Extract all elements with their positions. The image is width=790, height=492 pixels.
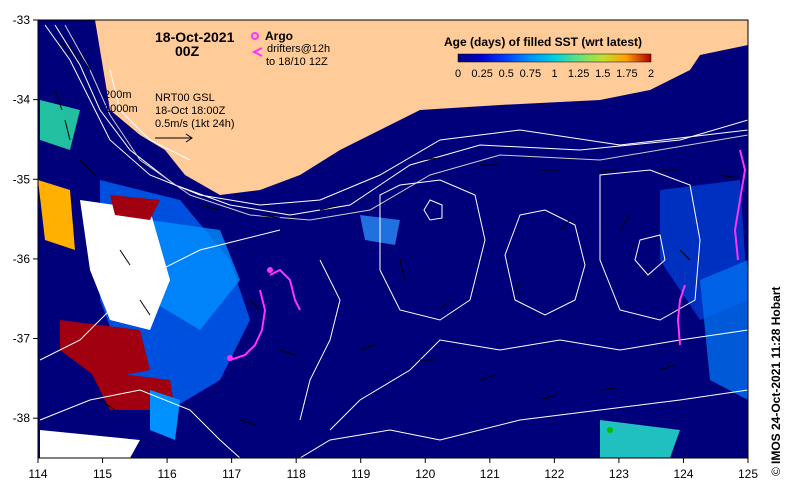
drifter-legend-icon bbox=[251, 47, 263, 57]
x-tick-label: 117 bbox=[222, 467, 241, 481]
colorbar-tick-label: 0.25 bbox=[471, 68, 492, 80]
x-tick-label: 118 bbox=[287, 467, 306, 481]
y-tick-label: -37 bbox=[13, 332, 31, 346]
product-time-label: 18-Oct 18:00Z bbox=[155, 105, 226, 117]
scale-label: 0.5m/s (1kt 24h) bbox=[155, 118, 234, 130]
y-axis: -33 -34 -35 -36 -37 -38 bbox=[13, 13, 38, 425]
argo-float-marker bbox=[607, 427, 613, 433]
x-tick-label: 125 bbox=[738, 467, 758, 481]
land-australia bbox=[95, 20, 748, 195]
ssh-contours bbox=[39, 69, 748, 458]
x-tick-label: 124 bbox=[673, 467, 693, 481]
colorbar-tick-label: 1.75 bbox=[616, 68, 637, 80]
x-tick-label: 121 bbox=[480, 467, 500, 481]
velocity-arrows bbox=[54, 39, 739, 426]
colorbar-tick-label: 1.5 bbox=[595, 68, 610, 80]
x-tick-label: 119 bbox=[351, 467, 370, 481]
x-tick-label: 123 bbox=[609, 467, 629, 481]
sst-age-patches bbox=[38, 100, 748, 458]
colorbar-ticks: 0 0.25 0.5 0.75 1 1.25 1.5 1.75 2 bbox=[455, 68, 654, 80]
plot-frame bbox=[37, 19, 749, 459]
drifter-legend-label: drifters@12h bbox=[267, 43, 330, 55]
colorbar bbox=[457, 53, 652, 63]
x-axis: 114 115 116 117 118 119 120 121 122 123 124 125 bbox=[28, 458, 758, 481]
scale-arrow-icon bbox=[155, 133, 193, 143]
x-tick-label: 122 bbox=[544, 467, 564, 481]
argo-float-marker bbox=[227, 355, 233, 361]
copyright-icon: © bbox=[769, 467, 783, 476]
colorbar-tick-label: 0 bbox=[455, 68, 461, 80]
credit-text: IMOS 24-Oct-2021 11:28 Hobart bbox=[769, 287, 783, 464]
x-tick-label: 115 bbox=[93, 467, 112, 481]
y-tick-label: -33 bbox=[13, 13, 31, 27]
isobath-200m-label: 200m bbox=[104, 89, 132, 101]
product-label: NRT00 GSL bbox=[155, 92, 215, 104]
argo-float-marker bbox=[267, 267, 273, 273]
hour-title: 00Z bbox=[175, 43, 200, 59]
y-tick-label: -34 bbox=[13, 93, 31, 107]
y-tick-label: -35 bbox=[13, 172, 31, 186]
colorbar-tick-label: 1.25 bbox=[568, 68, 589, 80]
drifter-legend-time: to 18/10 12Z bbox=[266, 56, 328, 68]
colorbar-tick-label: 0.5 bbox=[499, 68, 514, 80]
colorbar-title: Age (days) of filled SST (wrt latest) bbox=[444, 35, 642, 49]
argo-legend-label: Argo bbox=[265, 29, 293, 43]
drifter-tracks bbox=[229, 149, 747, 361]
map-plot-area bbox=[38, 20, 748, 458]
x-tick-label: 120 bbox=[415, 467, 435, 481]
y-tick-label: -36 bbox=[13, 252, 31, 266]
date-title: 18-Oct-2021 bbox=[155, 29, 235, 45]
colorbar-tick-label: 1 bbox=[551, 68, 557, 80]
x-tick-label: 116 bbox=[158, 467, 177, 481]
argo-legend-icon bbox=[251, 32, 259, 40]
x-tick-label: 114 bbox=[28, 467, 47, 481]
colorbar-tick-label: 2 bbox=[648, 68, 654, 80]
isobath-1000m-label: 1000m bbox=[104, 103, 138, 115]
y-tick-label: -38 bbox=[13, 411, 31, 425]
colorbar-tick-label: 0.75 bbox=[520, 68, 541, 80]
